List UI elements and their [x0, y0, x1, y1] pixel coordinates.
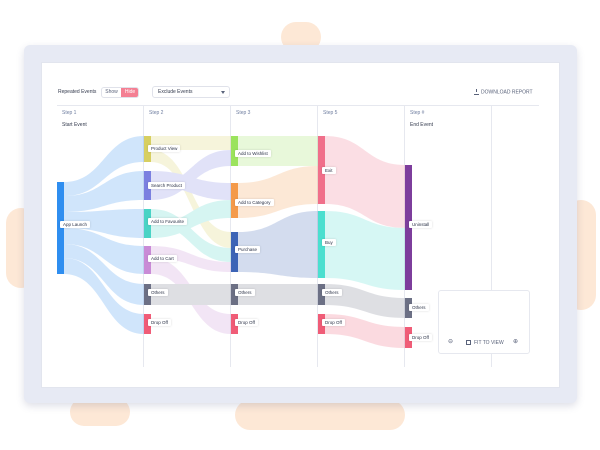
- column-divider: [317, 105, 318, 367]
- decorative-blob-bottom-center: [235, 400, 405, 430]
- zoom-in-icon[interactable]: ⊕: [513, 339, 519, 345]
- hide-option[interactable]: Hide: [121, 88, 138, 97]
- node-others-end: [405, 298, 412, 318]
- step-2-title: Step 2: [149, 110, 164, 116]
- node-label-others-5[interactable]: Others: [322, 289, 342, 296]
- node-label-app-launch[interactable]: App Launch: [60, 221, 91, 228]
- zoom-out-icon[interactable]: ⊖: [448, 339, 454, 345]
- flow-cart-drop-off: [151, 258, 231, 334]
- column-divider: [404, 105, 405, 367]
- node-drop-off-3: [231, 314, 238, 334]
- chevron-down-icon: [221, 91, 225, 94]
- node-add-to-cart: [144, 246, 151, 274]
- node-app-launch: [57, 182, 64, 274]
- node-label-add-to-wishlist[interactable]: Add to Wishlist: [235, 150, 271, 157]
- node-label-add-to-favourite[interactable]: Add to Favourite: [148, 218, 188, 225]
- exclude-events-label: Exclude Events: [158, 89, 193, 95]
- step-5-title: Step 5: [323, 110, 338, 116]
- flow-cart-purchase: [151, 246, 231, 272]
- node-label-drop-off-2[interactable]: Drop Off: [148, 319, 171, 326]
- flow-app-launch-add-to-favourite: [64, 209, 144, 238]
- flow-app-launch-drop-off: [64, 258, 144, 334]
- node-others-3: [231, 284, 238, 305]
- flow-purchase-buy: [238, 211, 318, 278]
- node-label-search-product[interactable]: Search Product: [148, 182, 186, 189]
- node-label-buy[interactable]: Buy: [322, 239, 336, 246]
- node-buy: [318, 211, 325, 278]
- step-end-title: Step #: [410, 110, 425, 116]
- node-label-others-2[interactable]: Others: [148, 289, 168, 296]
- flow-product-view-purchase: [151, 150, 231, 248]
- flow-search-category: [151, 171, 231, 200]
- node-purchase: [231, 232, 238, 272]
- show-option[interactable]: Show: [105, 89, 118, 95]
- step-1-title: Step 1: [62, 110, 77, 116]
- node-label-drop-off-3[interactable]: Drop Off: [235, 319, 258, 326]
- node-label-purchase[interactable]: Purchase: [235, 246, 261, 253]
- exclude-events-dropdown[interactable]: Exclude Events: [152, 86, 230, 98]
- repeated-events-toggle[interactable]: Show Hide: [101, 87, 139, 98]
- node-add-to-favourite: [144, 209, 151, 238]
- flow-exit-uninstall: [325, 136, 405, 228]
- column-divider: [143, 105, 144, 367]
- step-end-subtitle: End Event: [410, 122, 434, 128]
- node-drop-off-end: [405, 327, 412, 348]
- column-divider: [491, 105, 492, 367]
- flow-app-launch-product-view: [64, 136, 144, 196]
- download-icon: [474, 89, 479, 95]
- flow-buy-uninstall: [325, 211, 405, 290]
- node-label-drop-off-end[interactable]: Drop Off: [409, 334, 432, 341]
- flow-others-others-end: [325, 284, 405, 318]
- node-drop-off-5: [318, 314, 325, 334]
- flow-app-launch-others: [64, 244, 144, 305]
- node-label-drop-off-5[interactable]: Drop Off: [322, 319, 345, 326]
- node-add-to-category: [231, 183, 238, 218]
- download-report-label: DOWNLOAD REPORT: [481, 89, 533, 96]
- zoom-control-panel: [438, 290, 530, 354]
- flow-favourite-category: [151, 200, 231, 238]
- flow-app-launch-search-product: [64, 171, 144, 212]
- node-exit: [318, 136, 325, 204]
- download-report-button[interactable]: DOWNLOAD REPORT: [474, 89, 533, 99]
- node-label-add-to-category[interactable]: Add to Category: [235, 199, 274, 206]
- node-product-view: [144, 136, 151, 162]
- flow-category-exit: [238, 166, 318, 218]
- flow-others-others: [151, 284, 231, 305]
- node-uninstall: [405, 165, 412, 290]
- flow-app-launch-add-to-cart: [64, 228, 144, 274]
- flow-drop-off-end: [325, 314, 405, 348]
- fit-to-view-icon: [466, 340, 471, 346]
- node-search-product: [144, 171, 151, 200]
- node-label-others-end[interactable]: Others: [409, 304, 429, 311]
- step-1-subtitle: Start Event: [62, 122, 87, 128]
- header-divider: [57, 105, 539, 106]
- fit-to-view-label: FIT TO VIEW: [474, 340, 504, 346]
- flow-others-others-3: [238, 284, 318, 305]
- node-label-add-to-cart[interactable]: Add to Cart: [148, 255, 177, 262]
- node-others-5: [318, 284, 325, 305]
- node-label-uninstall[interactable]: Uninstall: [409, 221, 433, 228]
- node-label-exit[interactable]: Exit: [322, 167, 336, 174]
- step-3-title: Step 3: [236, 110, 251, 116]
- flow-wishlist-exit: [238, 136, 318, 166]
- node-label-product-view[interactable]: Product View: [148, 145, 181, 152]
- node-others-2: [144, 284, 151, 305]
- node-add-to-wishlist: [231, 136, 238, 166]
- node-label-others-3[interactable]: Others: [235, 289, 255, 296]
- column-divider: [230, 105, 231, 367]
- repeated-events-label: Repeated Events: [58, 89, 97, 95]
- node-drop-off-2: [144, 314, 151, 334]
- fit-to-view-button[interactable]: FIT TO VIEW: [466, 340, 504, 346]
